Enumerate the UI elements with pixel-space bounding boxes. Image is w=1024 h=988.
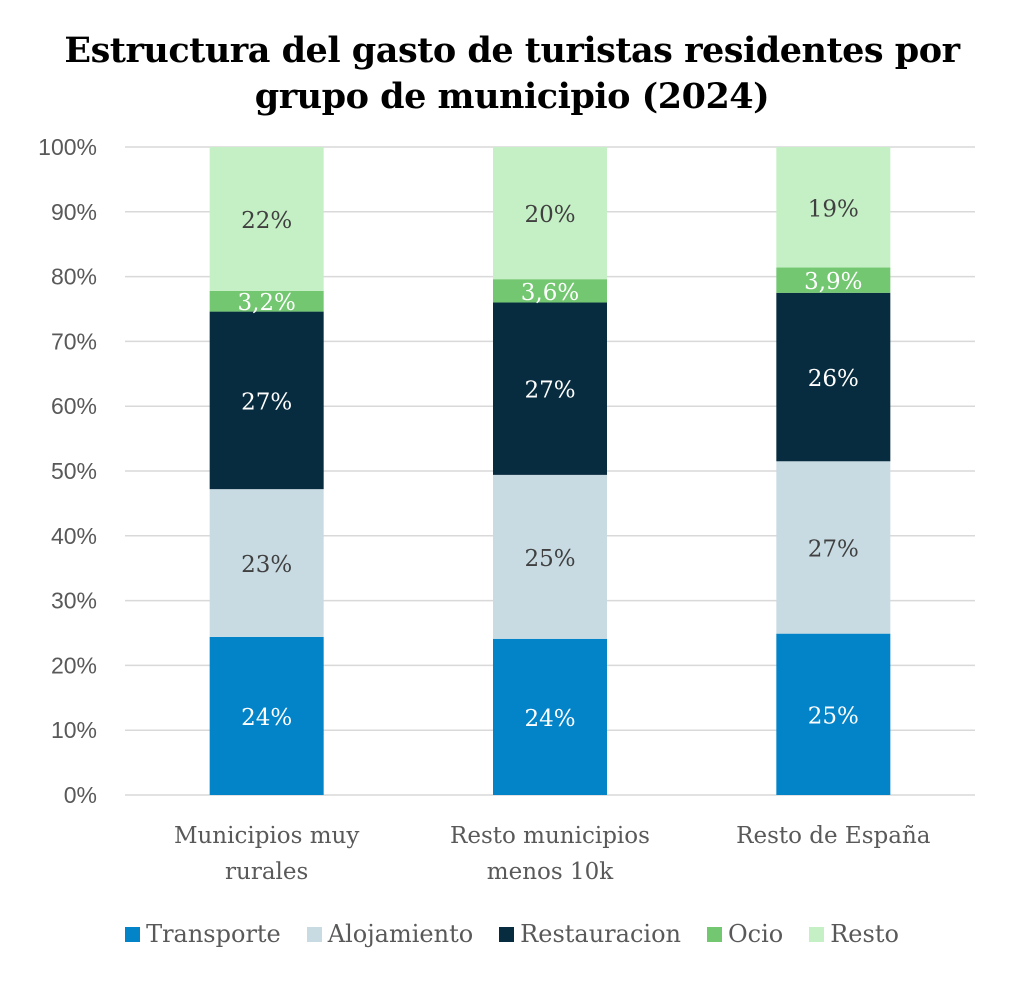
legend-item-resto: Resto (809, 920, 899, 948)
data-label: 27% (524, 378, 575, 404)
y-axis-ticks: 0% 10% 20% 30% 40% 50% 60% 70% 80% 90% 100% (38, 134, 97, 808)
y-tick-label: 20% (51, 652, 97, 678)
bar-segment-transporte (776, 633, 891, 795)
bar-segment-transporte (493, 638, 607, 795)
legend-label: Transporte (146, 920, 281, 948)
data-labels: 24% 23% 27% 3,2% 22% 24% 25% 27% 3,6% 20% 25% 27% 26… (237, 196, 862, 732)
bar-segment-alojamiento (209, 489, 324, 637)
data-label: 23% (241, 552, 292, 578)
y-tick-label: 60% (51, 393, 97, 419)
data-label: 24% (524, 706, 575, 732)
data-label: 24% (241, 705, 292, 731)
y-tick-label: 80% (51, 264, 97, 290)
bar-segment-ocio (776, 267, 891, 293)
bar-segment-transporte (209, 636, 324, 795)
legend-item-transporte: Transporte (125, 920, 281, 948)
x-category-label: menos 10k (487, 859, 614, 885)
legend-swatch (499, 926, 515, 942)
data-label: 3,9% (804, 269, 862, 295)
y-tick-label: 100% (38, 134, 97, 160)
bar-segment-resto (209, 147, 324, 291)
x-axis-categories: Municipios muy rurales Resto municipios men… (174, 823, 931, 885)
legend-swatch (306, 926, 322, 942)
legend-label: Ocio (727, 920, 784, 948)
data-label: 27% (241, 389, 292, 415)
y-tick-label: 30% (51, 588, 97, 614)
data-label: 3,2% (237, 290, 295, 316)
bar-segment-alojamiento (493, 474, 607, 639)
bar-segment-restauracion (776, 292, 891, 462)
legend-swatch (706, 926, 722, 942)
legend-item-ocio: Ocio (706, 920, 784, 948)
bar-segment-restauracion (209, 311, 324, 490)
data-label: 25% (524, 546, 575, 572)
bar-segment-alojamiento (776, 461, 891, 634)
y-tick-label: 10% (51, 717, 97, 743)
bar-segment-ocio (493, 279, 607, 303)
legend-label: Resto (830, 920, 899, 948)
data-label: 3,6% (521, 280, 579, 306)
legend-label: Restauracion (520, 920, 681, 948)
chart-title-line-1: Estructura del gasto de turistas residen… (64, 30, 960, 71)
data-label: 26% (808, 366, 859, 392)
chart-title: Estructura del gasto de turistas residen… (0, 28, 1024, 120)
legend-swatch (809, 926, 825, 942)
legend-label: Alojamiento (327, 920, 474, 948)
data-label: 20% (524, 202, 575, 228)
y-tick-label: 0% (64, 782, 97, 808)
x-category-label: Resto municipios (450, 823, 650, 849)
bars (209, 147, 891, 795)
y-tick-label: 90% (51, 199, 97, 225)
legend-item-alojamiento: Alojamiento (306, 920, 474, 948)
bar-segment-ocio (209, 290, 324, 312)
y-tick-label: 50% (51, 458, 97, 484)
data-label: 25% (808, 703, 859, 729)
legend-item-restauracion: Restauracion (499, 920, 681, 948)
legend: Transporte Alojamiento Restauracion Ocio Res… (0, 920, 1024, 948)
legend-swatch (125, 926, 141, 942)
chart-title-line-2: grupo de municipio (2024) (254, 76, 770, 117)
bar-segment-resto (493, 147, 607, 280)
data-label: 27% (808, 536, 859, 562)
x-category-label: Municipios muy (174, 823, 359, 849)
x-category-label: rurales (225, 859, 308, 885)
data-label: 19% (808, 196, 859, 222)
y-tick-label: 40% (51, 523, 97, 549)
y-tick-label: 70% (51, 328, 97, 354)
stacked-bar-chart: 0% 10% 20% 30% 40% 50% 60% 70% 80% 90% 100% 24% 23%… (38, 134, 975, 885)
x-category-label: Resto de España (736, 823, 931, 849)
bar-segment-restauracion (493, 302, 607, 475)
data-label: 22% (241, 208, 292, 234)
bar-segment-resto (776, 147, 891, 268)
